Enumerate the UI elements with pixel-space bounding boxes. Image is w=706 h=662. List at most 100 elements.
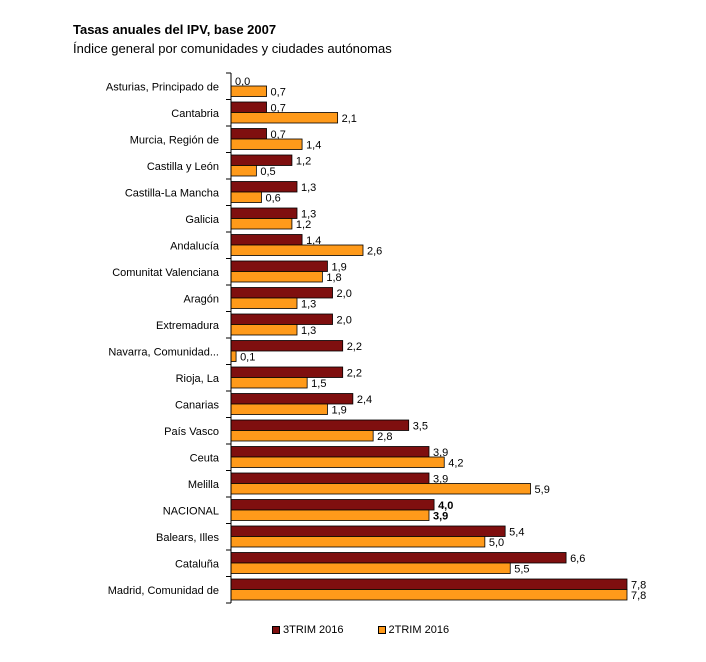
chart-subtitle: Índice general por comunidades y ciudade…	[73, 41, 392, 56]
bar-2trim	[230, 297, 298, 309]
category-label: Cantabria	[171, 108, 220, 120]
bar-2trim	[230, 112, 339, 124]
category-label: Comunitat Valenciana	[112, 267, 220, 279]
category-label: NACIONAL	[163, 505, 219, 517]
legend-swatch-3trim	[272, 626, 280, 634]
data-label: 1,3	[301, 298, 316, 310]
data-label: 3,9	[433, 473, 448, 485]
data-label: 4,0	[438, 500, 453, 512]
data-label: 1,2	[296, 155, 311, 167]
category-label: Rioja, La	[176, 373, 220, 385]
bar-3trim	[230, 419, 410, 431]
category-label: Extremadura	[156, 320, 220, 332]
data-label: 3,9	[433, 510, 448, 522]
bar-2trim	[230, 138, 303, 150]
bar-3trim	[230, 525, 506, 537]
bar-3trim	[230, 154, 293, 166]
category-label: Galicia	[185, 214, 220, 226]
data-label: 1,9	[331, 261, 346, 273]
bar-3trim	[230, 472, 430, 484]
data-label: 0,0	[235, 76, 250, 88]
category-label: Canarias	[175, 399, 220, 411]
data-label: 5,0	[489, 537, 504, 549]
data-label: 1,8	[326, 272, 341, 284]
category-label: Ceuta	[190, 452, 220, 464]
category-label: Cataluña	[175, 558, 220, 570]
bar-2trim	[230, 271, 323, 283]
category-label: País Vasco	[164, 426, 219, 438]
data-label: 0,7	[271, 86, 286, 98]
data-label: 0,1	[240, 351, 255, 363]
data-label: 2,2	[347, 367, 362, 379]
bar-2trim	[230, 536, 486, 548]
data-label: 2,8	[377, 431, 392, 443]
bar-chart: Asturias, Principado de 0,0 0,7 Cantabria 0,…	[106, 72, 646, 604]
bar-3trim	[230, 366, 344, 378]
data-label: 0,6	[265, 192, 280, 204]
bar-2trim	[230, 456, 445, 468]
bar-3trim	[230, 446, 430, 458]
bar-2trim	[230, 244, 364, 256]
data-label: 5,4	[509, 526, 524, 538]
bar-3trim	[230, 393, 354, 405]
bar-2trim	[230, 324, 298, 336]
bar-3trim	[230, 207, 298, 219]
legend-item-3trim: 3TRIM 2016	[272, 624, 344, 636]
data-label: 7,8	[631, 590, 646, 602]
data-label: 1,2	[296, 219, 311, 231]
bar-2trim	[230, 191, 262, 203]
data-label: 7,8	[631, 579, 646, 591]
chart-title: Tasas anuales del IPV, base 2007	[73, 22, 277, 37]
data-label: 1,3	[301, 182, 316, 194]
category-label: Andalucía	[170, 240, 220, 252]
category-label: Balears, Illes	[156, 532, 219, 544]
category-label: Castilla y León	[147, 161, 219, 173]
data-label: 2,4	[357, 394, 372, 406]
legend-swatch-2trim	[377, 626, 386, 634]
bar-2trim	[230, 589, 628, 601]
category-label: Madrid, Comunidad de	[108, 585, 219, 597]
data-label: 2,2	[347, 341, 362, 353]
bar-2trim	[230, 483, 531, 495]
data-label: 5,5	[514, 563, 529, 575]
bar-3trim	[230, 181, 298, 193]
bar-2trim	[230, 509, 430, 521]
bar-2trim	[230, 403, 328, 415]
legend-item-2trim: 2TRIM 2016	[377, 624, 450, 636]
data-label: 1,9	[331, 404, 346, 416]
bar-3trim	[230, 287, 333, 299]
legend-label-2trim: 2TRIM 2016	[388, 624, 450, 636]
data-label: 2,0	[337, 288, 352, 300]
data-label: 1,3	[301, 325, 316, 337]
data-label: 6,6	[570, 553, 585, 565]
bar-2trim	[230, 218, 293, 230]
category-label: Castilla-La Mancha	[125, 187, 220, 199]
category-label: Aragón	[184, 293, 219, 305]
bar-2trim	[230, 85, 267, 97]
data-label: 5,9	[535, 484, 550, 496]
data-label: 2,1	[342, 113, 357, 125]
bar-2trim	[230, 377, 308, 389]
bar-3trim	[230, 578, 628, 590]
bar-3trim	[230, 340, 344, 352]
data-label: 1,4	[306, 235, 321, 247]
data-label: 2,0	[337, 314, 352, 326]
bar-3trim	[230, 234, 303, 246]
category-label: Asturias, Principado de	[106, 81, 219, 93]
category-label: Murcia, Región de	[130, 134, 219, 146]
bar-2trim	[230, 350, 237, 362]
data-label: 1,4	[306, 139, 321, 151]
bar-3trim	[230, 552, 567, 564]
bar-3trim	[230, 313, 333, 325]
data-label: 3,5	[413, 420, 428, 432]
data-label: 1,5	[311, 378, 326, 390]
legend-label-3trim: 3TRIM 2016	[283, 624, 344, 636]
bar-3trim	[230, 101, 267, 113]
data-label: 3,9	[433, 447, 448, 459]
bar-2trim	[230, 562, 511, 574]
bar-3trim	[230, 260, 328, 272]
category-label: Navarra, Comunidad...	[108, 346, 219, 358]
data-label: 0,7	[271, 102, 286, 114]
data-label: 1,3	[301, 208, 316, 220]
data-label: 4,2	[448, 457, 463, 469]
